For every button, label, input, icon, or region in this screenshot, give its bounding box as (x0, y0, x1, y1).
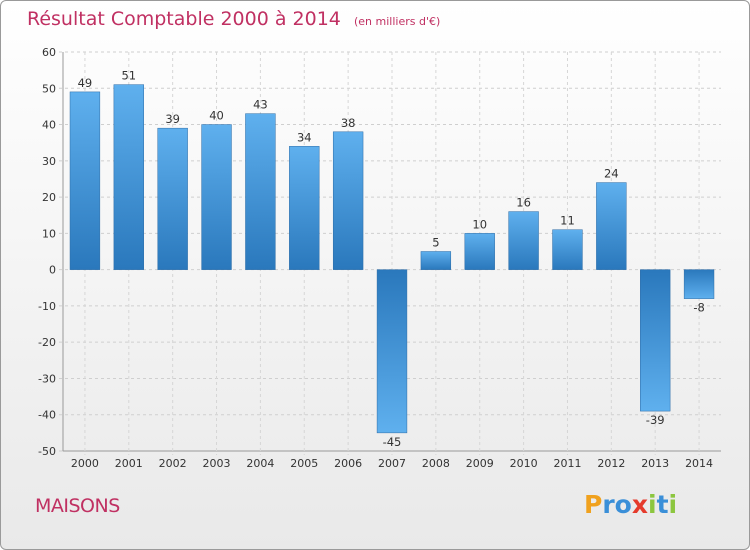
x-tick-label: 2000 (71, 457, 99, 470)
town-name: MAISONS (35, 495, 120, 517)
bar-2014 (683, 269, 715, 299)
y-tick-label: 0 (49, 264, 56, 277)
y-tick-label: 40 (42, 119, 56, 132)
x-tick-label: 2007 (378, 457, 406, 470)
x-tick-label: 2008 (422, 457, 450, 470)
data-label-2011: 11 (560, 214, 575, 228)
data-label-2003: 40 (209, 109, 224, 123)
x-tick-label: 2014 (685, 457, 713, 470)
y-tick-label: -50 (38, 445, 56, 458)
data-label-2014: -8 (693, 301, 704, 315)
data-label-2007: -45 (383, 435, 402, 449)
bar-2001 (113, 84, 144, 270)
bar-2004 (245, 113, 276, 270)
logo-letter: i (668, 490, 678, 519)
x-tick-label: 2012 (597, 457, 625, 470)
bar-2008 (420, 251, 452, 270)
logo-letter: P (584, 490, 603, 519)
chart-title: Résultat Comptable 2000 à 2014 (27, 8, 341, 30)
bar-2012 (596, 182, 627, 270)
data-label-2008: 5 (432, 236, 439, 250)
x-tick-label: 2002 (159, 457, 187, 470)
data-label-2013: -39 (646, 413, 665, 427)
chart-subtitle: (en milliers d'€) (353, 15, 441, 28)
data-label-2010: 16 (516, 196, 531, 210)
y-tick-label: -30 (38, 372, 56, 385)
bar-2013 (640, 269, 671, 412)
data-label-2006: 38 (341, 116, 356, 130)
y-tick-label: 20 (42, 191, 56, 204)
x-tick-label: 2006 (334, 457, 362, 470)
x-tick-label: 2005 (290, 457, 318, 470)
data-label-2000: 49 (78, 76, 93, 90)
bar-2000 (69, 91, 101, 270)
x-tick-label: 2013 (641, 457, 669, 470)
x-tick-label: 2001 (115, 457, 143, 470)
y-tick-label: -40 (38, 409, 56, 422)
bar-2002 (157, 127, 188, 270)
logo-letter: o (614, 490, 632, 519)
x-tick-label: 2003 (203, 457, 231, 470)
logo-letter: i (648, 490, 657, 519)
y-tick-label: 60 (42, 46, 56, 59)
y-tick-label: 30 (42, 155, 56, 168)
logo-letter: r (602, 490, 615, 519)
bar-2006 (332, 131, 364, 270)
x-tick-label: 2010 (510, 457, 538, 470)
data-label-2005: 34 (297, 130, 312, 144)
data-label-2004: 43 (253, 98, 268, 112)
data-label-2001: 51 (121, 69, 136, 83)
bar-2011 (552, 229, 583, 270)
y-tick-label: -20 (38, 336, 56, 349)
data-label-2009: 10 (472, 217, 487, 231)
logo-letter: t (656, 490, 669, 519)
bar-2007 (376, 269, 408, 434)
y-tick-label: 10 (42, 227, 56, 240)
bar-2010 (508, 211, 539, 270)
bar-2005 (289, 146, 320, 270)
y-tick-label: -10 (38, 300, 56, 313)
bar-2003 (201, 124, 232, 270)
chart-title-block: Résultat Comptable 2000 à 2014 (en milli… (27, 8, 440, 30)
y-tick-label: 50 (42, 82, 56, 95)
x-tick-label: 2011 (553, 457, 581, 470)
data-label-2012: 24 (604, 167, 619, 181)
proxiti-logo: Proxiti (584, 490, 677, 519)
data-label-2002: 39 (165, 112, 180, 126)
logo-letter: x (631, 490, 648, 519)
bar-2009 (464, 233, 495, 270)
x-tick-label: 2009 (466, 457, 494, 470)
x-tick-label: 2004 (246, 457, 274, 470)
